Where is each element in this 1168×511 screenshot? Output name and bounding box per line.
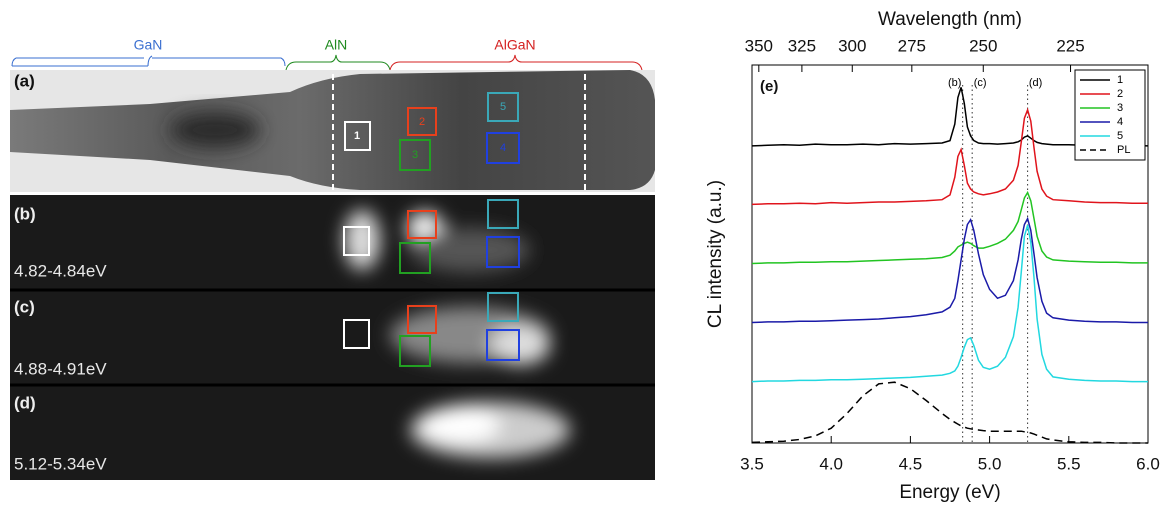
- spectrum-line: [751, 381, 1148, 444]
- spectrum-line: [751, 87, 1149, 147]
- region-label: AlN: [325, 37, 348, 53]
- gan-bracket: [11, 55, 286, 67]
- legend-label: 1: [1117, 74, 1123, 86]
- panel-label: (d): [14, 393, 36, 412]
- marker-label: (b): [948, 77, 961, 89]
- marker-label: (d): [1029, 77, 1042, 89]
- legend-box: [1074, 69, 1146, 161]
- x2-tick-label: 250: [969, 36, 997, 55]
- x2-tick-label: 300: [838, 36, 866, 55]
- legend-label: PL: [1117, 144, 1130, 156]
- x-tick-label: 5.0: [978, 454, 1002, 473]
- x-tick-label: 4.0: [819, 454, 843, 473]
- x2-tick-label: 325: [788, 36, 816, 55]
- spectrum-line: [751, 216, 1148, 324]
- marker-label: (c): [974, 77, 987, 89]
- energy-range: 4.88-4.91eV: [14, 359, 107, 378]
- panel-label: (c): [14, 297, 35, 316]
- energy-range: 5.12-5.34eV: [14, 454, 107, 473]
- box-label: 1: [354, 130, 360, 142]
- legend-label: 5: [1117, 130, 1123, 142]
- x2-tick-label: 275: [898, 36, 926, 55]
- legend-label: 3: [1117, 102, 1123, 114]
- panel-label: (a): [14, 71, 35, 90]
- x-tick-label: 4.5: [899, 454, 923, 473]
- image-panel: GaN AlN AlGaN 1: [10, 37, 655, 480]
- x-tick-label: 5.5: [1057, 454, 1081, 473]
- spectrum-line: [751, 224, 1148, 383]
- box-label: 4: [500, 142, 506, 154]
- x2-tick-label: 225: [1056, 36, 1084, 55]
- roi-boxes: [343, 92, 520, 367]
- region-label: AlGaN: [494, 37, 535, 53]
- panel-label: (e): [760, 78, 778, 95]
- x2-tick-label: 350: [745, 36, 773, 55]
- legend-label: 4: [1117, 116, 1123, 128]
- plot-frame: [751, 64, 1149, 444]
- x2-axis-title: Wavelength (nm): [878, 9, 1022, 30]
- x-tick-label: 3.5: [740, 454, 764, 473]
- dark-region: [170, 112, 260, 148]
- panel-label: (b): [14, 204, 36, 223]
- y-axis-title: CL intensity (a.u.): [705, 180, 726, 328]
- legend-label: 2: [1117, 88, 1123, 100]
- x-axis-title: Energy (eV): [899, 482, 1000, 503]
- x-tick-label: 6.0: [1136, 454, 1160, 473]
- energy-range: 4.82-4.84eV: [14, 261, 107, 280]
- region-label: GaN: [134, 37, 163, 53]
- box-label: 2: [419, 116, 425, 128]
- box-label: 5: [500, 101, 506, 113]
- spectrum-line: [751, 190, 1148, 265]
- aln-bracket: [285, 54, 391, 71]
- spectrum-line: [751, 107, 1148, 206]
- algan-bracket: [389, 54, 643, 71]
- box-label: 3: [412, 149, 418, 161]
